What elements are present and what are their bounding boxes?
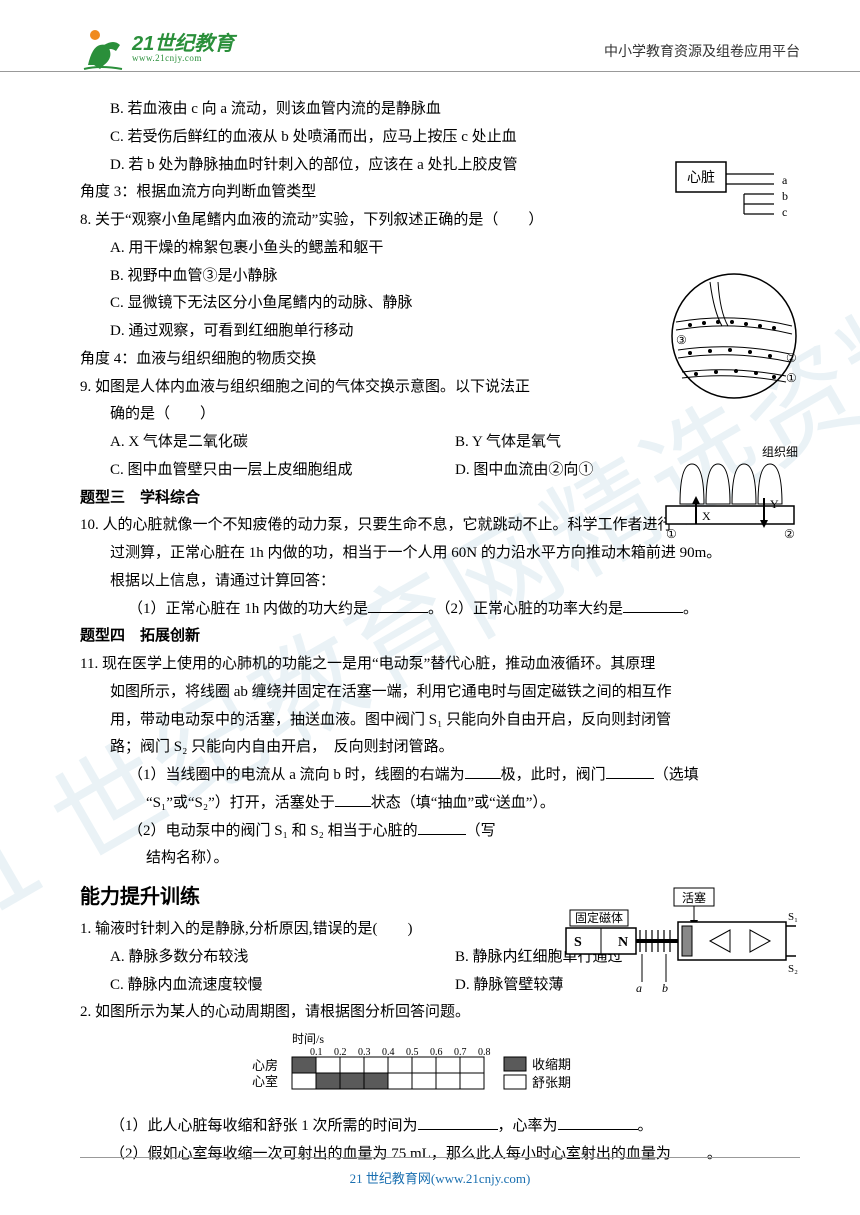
page-footer: 21 世纪教育网(www.21cnjy.com) bbox=[80, 1157, 800, 1187]
svg-text:b: b bbox=[662, 981, 668, 995]
blank-q10-1 bbox=[368, 598, 428, 613]
svg-text:心室: 心室 bbox=[252, 1074, 278, 1089]
svg-text:b: b bbox=[782, 189, 788, 203]
blank-q10-2 bbox=[623, 598, 683, 613]
svg-text:0.7: 0.7 bbox=[454, 1047, 467, 1058]
blank-p2-1 bbox=[418, 1115, 498, 1130]
q7-option-c: C. 若受伤后鲜红的血液从 b 处喷涌而出，应马上按压 c 处止血 bbox=[80, 124, 800, 152]
svg-text:0.3: 0.3 bbox=[358, 1047, 371, 1058]
q9-stem-l2: 确的是（ ） bbox=[80, 401, 800, 429]
blank-p2-3 bbox=[671, 1143, 707, 1158]
svg-text:心房: 心房 bbox=[252, 1058, 278, 1073]
type4-title: 题型四 拓展创新 bbox=[80, 623, 800, 651]
q11-l2: 如图所示，将线圈 ab 缠绕并固定在活塞一端，利用它通电时与固定磁铁之间的相互作 bbox=[80, 679, 800, 707]
logo-title: 21世纪教育 bbox=[132, 34, 234, 54]
svg-text:舒张期: 舒张期 bbox=[532, 1075, 571, 1090]
blank-q11-2 bbox=[606, 764, 654, 779]
svg-text:活塞: 活塞 bbox=[682, 890, 706, 905]
p2-chart: 时间/s0.1 0.2 0.3 0.4 0.5 0.6 0.7 0.8 心房心室 收缩期舒张期 bbox=[80, 1029, 800, 1107]
header-platform-text: 中小学教育资源及组卷应用平台 bbox=[604, 41, 800, 71]
svg-text:c: c bbox=[782, 205, 787, 219]
q11-l3: 用，带动电动泵中的活塞，抽送血液。图中阀门 S₁ 只能向外自由开启，反向则封闭管 bbox=[80, 707, 800, 735]
svg-text:②: ② bbox=[784, 527, 795, 540]
svg-text:a: a bbox=[782, 173, 788, 187]
svg-text:0.1: 0.1 bbox=[310, 1047, 323, 1058]
logo: 21世纪教育 www.21cnjy.com bbox=[80, 25, 234, 71]
blank-q11-3 bbox=[335, 792, 371, 807]
q11-s1-line2: “S₁”或“S₂”）打开，活塞处于状态（填“抽血”或“送血”）。 bbox=[80, 790, 800, 818]
q11-s2-line1: （2）电动泵中的阀门 S₁ 和 S₂ 相当于心脏的（写 bbox=[80, 818, 800, 846]
p2-stem: 2. 如图所示为某人的心动周期图，请根据图分析回答问题。 bbox=[80, 999, 800, 1027]
q10-l2: 过测算，正常心脏在 1h 内做的功，相当于一个人用 60N 的力沿水平方向推动木… bbox=[80, 540, 800, 568]
q8-figure: ③ ② ① bbox=[670, 272, 798, 400]
svg-text:S: S bbox=[574, 935, 582, 950]
svg-text:时间/s: 时间/s bbox=[292, 1032, 324, 1046]
svg-text:①: ① bbox=[786, 371, 797, 385]
q9-a: A. X 气体是二氧化碳 bbox=[110, 429, 455, 457]
svg-text:收缩期: 收缩期 bbox=[532, 1057, 571, 1072]
q11-figure: 活塞 固定磁体 S N S₁ S₂ a bbox=[560, 886, 800, 996]
q11-s2-line2: 结构名称）。 bbox=[80, 845, 800, 873]
q10-l3: 根据以上信息，请通过计算回答： bbox=[80, 568, 800, 596]
svg-text:③: ③ bbox=[676, 333, 687, 347]
p2-s1: （1）此人心脏每收缩和舒张 1 次所需的时间为，心率为。 bbox=[80, 1113, 800, 1141]
svg-text:0.5: 0.5 bbox=[406, 1047, 419, 1058]
q11-l4: 路；阀门 S₂ 只能向内自由开启， 反向则封闭管路。 bbox=[80, 734, 800, 762]
svg-text:0.4: 0.4 bbox=[382, 1047, 395, 1058]
svg-text:S₂: S₂ bbox=[788, 963, 798, 975]
logo-icon bbox=[80, 25, 126, 71]
svg-text:Y: Y bbox=[770, 497, 779, 511]
svg-text:S₁: S₁ bbox=[788, 911, 798, 923]
logo-url: www.21cnjy.com bbox=[132, 54, 234, 63]
q7-figure: 心脏 a b c bbox=[674, 160, 794, 224]
q7-option-b: B. 若血液由 c 向 a 流动，则该血管内流的是静脉血 bbox=[80, 96, 800, 124]
p1-a: A. 静脉多数分布较浅 bbox=[110, 944, 455, 972]
q11-l1: 11. 现在医学上使用的心肺机的功能之一是用“电动泵”替代心脏，推动血液循环。其… bbox=[80, 651, 800, 679]
blank-q11-1 bbox=[465, 764, 501, 779]
svg-text:X: X bbox=[702, 509, 711, 523]
svg-text:固定磁体: 固定磁体 bbox=[575, 910, 623, 925]
q9-c: C. 图中血管壁只由一层上皮细胞组成 bbox=[110, 457, 455, 485]
svg-text:0.6: 0.6 bbox=[430, 1047, 443, 1058]
svg-text:N: N bbox=[618, 935, 628, 950]
blank-p2-2 bbox=[558, 1115, 638, 1130]
svg-text:①: ① bbox=[666, 527, 677, 540]
blank-q11-4 bbox=[418, 820, 466, 835]
svg-text:0.8: 0.8 bbox=[478, 1047, 491, 1058]
q8-a: A. 用干燥的棉絮包裹小鱼头的鳃盖和躯干 bbox=[80, 235, 800, 263]
svg-text:0.2: 0.2 bbox=[334, 1047, 347, 1058]
q9-figure: 组织细胞 X Y ① ② bbox=[662, 444, 798, 540]
q11-s1-line1: （1）当线圈中的电流从 a 流向 b 时，线圈的右端为极，此时，阀门（选填 bbox=[80, 762, 800, 790]
heart-label: 心脏 bbox=[687, 170, 715, 186]
page-content: 心脏 a b c B. 若血液由 c 向 a 流动，则该血管内流的是静脉血 C.… bbox=[0, 72, 860, 1169]
svg-text:组织细胞: 组织细胞 bbox=[762, 445, 798, 459]
q10-sub1: （1）正常心脏在 1h 内做的功大约是。（2）正常心脏的功率大约是。 bbox=[80, 596, 800, 624]
page-header: 21世纪教育 www.21cnjy.com 中小学教育资源及组卷应用平台 bbox=[0, 0, 860, 72]
p1-c: C. 静脉内血流速度较慢 bbox=[110, 972, 455, 1000]
svg-text:a: a bbox=[636, 981, 642, 995]
svg-text:②: ② bbox=[786, 351, 797, 365]
